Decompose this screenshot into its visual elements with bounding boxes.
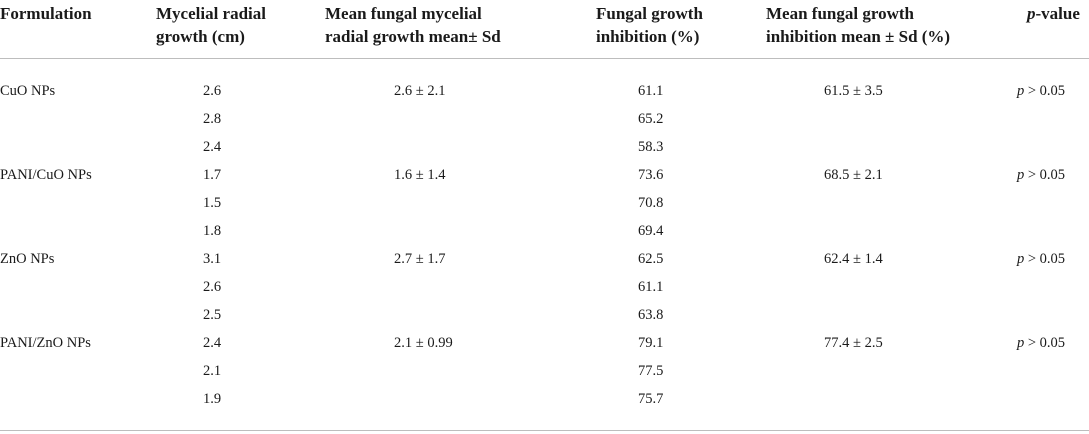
inhibition-value: 61.1: [638, 279, 664, 295]
mean-radial-growth: 2.7 ± 1.7: [394, 251, 446, 267]
radial-growth-value: 1.8: [203, 223, 222, 239]
inhibition-value: 73.6: [638, 167, 664, 183]
header-rule: [0, 58, 1089, 59]
inhibition-value: 65.2: [638, 111, 664, 127]
inhibition-value: 63.8: [638, 307, 664, 323]
p-value: p > 0.05: [1017, 167, 1066, 183]
table-bottom-rule: [0, 430, 1089, 431]
radial-growth-value: 2.4: [203, 335, 222, 351]
mean-radial-growth: 2.6 ± 2.1: [394, 83, 446, 99]
inhibition-value: 62.5: [638, 251, 664, 267]
inhibition-value: 70.8: [638, 195, 664, 211]
radial-growth-value: 2.5: [203, 307, 222, 323]
radial-growth-value: 1.9: [203, 391, 222, 407]
formulation-label: CuO NPs: [0, 83, 56, 99]
radial-growth-value: 2.4: [203, 139, 222, 155]
header-mean-growth-inhibition: Mean fungal growth inhibition mean ± Sd …: [766, 4, 951, 46]
inhibition-value: 79.1: [638, 335, 664, 351]
header-formulation: Formulation: [0, 4, 92, 23]
mean-radial-growth: 1.6 ± 1.4: [394, 167, 446, 183]
mean-inhibition: 62.4 ± 1.4: [824, 251, 883, 267]
header-mycelial-radial-growth: Mycelial radial growth (cm): [156, 4, 267, 46]
inhibition-value: 69.4: [638, 223, 664, 239]
radial-growth-value: 1.5: [203, 195, 222, 211]
header-fungal-growth-inhibition: Fungal growth inhibition (%): [596, 4, 703, 46]
header-p-value: p-value: [1027, 4, 1080, 23]
header-mean-radial-growth: Mean fungal mycelial radial growth mean±…: [325, 4, 501, 46]
inhibition-value: 75.7: [638, 391, 664, 407]
radial-growth-value: 1.7: [203, 167, 222, 183]
mean-inhibition: 68.5 ± 2.1: [824, 167, 883, 183]
inhibition-value: 77.5: [638, 363, 664, 379]
mean-inhibition: 61.5 ± 3.5: [824, 83, 883, 99]
radial-growth-value: 2.1: [203, 363, 222, 379]
inhibition-value: 58.3: [638, 139, 664, 155]
p-value: p > 0.05: [1017, 83, 1066, 99]
formulation-label: ZnO NPs: [0, 251, 55, 267]
radial-growth-value: 2.6: [203, 279, 222, 295]
mean-radial-growth: 2.1 ± 0.99: [394, 335, 453, 351]
p-value: p > 0.05: [1017, 335, 1066, 351]
mean-inhibition: 77.4 ± 2.5: [824, 335, 883, 351]
radial-growth-value: 2.6: [203, 83, 222, 99]
formulation-label: PANI/ZnO NPs: [0, 335, 91, 351]
formulation-label: PANI/CuO NPs: [0, 167, 92, 183]
p-value: p > 0.05: [1017, 251, 1066, 267]
radial-growth-value: 3.1: [203, 251, 222, 267]
inhibition-value: 61.1: [638, 83, 664, 99]
radial-growth-value: 2.8: [203, 111, 222, 127]
